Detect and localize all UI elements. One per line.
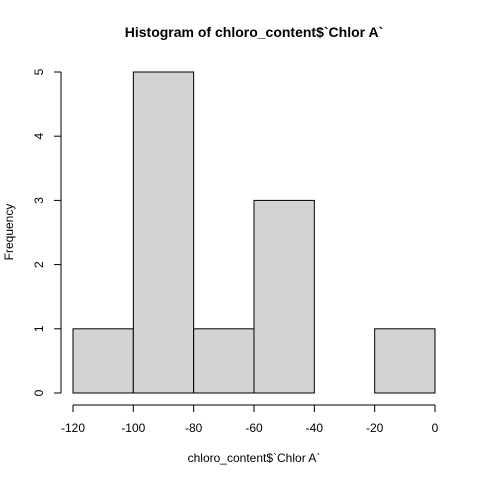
x-tick-label-1: -100 (121, 421, 145, 435)
histogram-bar-1 (132, 71, 195, 394)
y-axis-label: Frequency (2, 204, 16, 261)
x-tick-label-6: 0 (432, 421, 439, 435)
x-tick-label-4: -40 (306, 421, 324, 435)
y-tick-label-1: 1 (32, 325, 46, 332)
histogram-bar-2 (193, 328, 255, 394)
y-tick-label-2: 2 (32, 261, 46, 268)
chart-title: Histogram of chloro_content$`Chlor A` (125, 24, 384, 40)
y-tick-label-4: 4 (32, 133, 46, 140)
x-axis-label: chloro_content$`Chlor A` (188, 451, 321, 465)
x-axis: -120 -100 -80 -60 -40 -20 0 (61, 404, 439, 435)
histogram-bar-5 (374, 328, 436, 394)
x-tick-label-2: -80 (185, 421, 203, 435)
x-tick-label-0: -120 (61, 421, 85, 435)
y-tick-label-3: 3 (32, 197, 46, 204)
histogram-bar-0 (72, 328, 134, 394)
y-tick-label-5: 5 (32, 68, 46, 75)
x-tick-label-3: -60 (245, 421, 263, 435)
x-tick-label-5: -20 (366, 421, 384, 435)
histogram-bar-3 (253, 199, 315, 394)
bars-group (72, 71, 436, 394)
y-tick-label-0: 0 (32, 389, 46, 396)
y-axis: 0 1 2 3 4 5 (32, 68, 62, 396)
